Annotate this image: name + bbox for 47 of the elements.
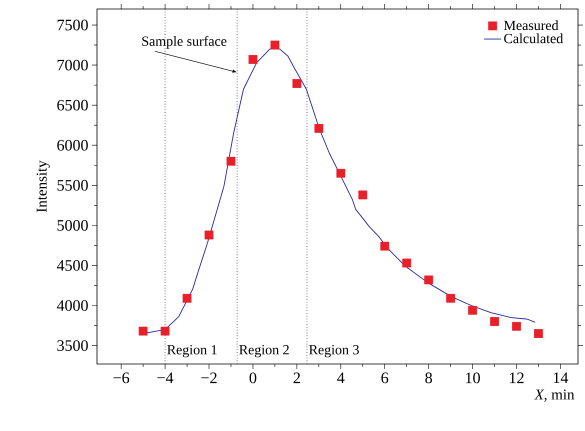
point (468, 306, 477, 315)
x-tick-label: 0 (250, 372, 256, 384)
point (512, 322, 521, 331)
point (446, 294, 456, 303)
point (270, 40, 280, 50)
annotation: Region 2 (239, 345, 289, 358)
point (424, 275, 434, 284)
point (336, 168, 346, 178)
point (358, 190, 368, 200)
legend-label: Measured (504, 20, 558, 30)
x-axis-title: X, min (534, 390, 574, 402)
x-tick-label: 4 (337, 372, 345, 384)
y-tick-label: 7000 (58, 60, 88, 70)
y-tick-label: 4000 (56, 300, 88, 311)
x-tick-label: −2 (201, 372, 217, 384)
point (402, 258, 412, 268)
x-tick-label: −4 (157, 372, 174, 384)
point (534, 329, 543, 338)
y-tick-label: 5500 (58, 180, 88, 191)
x-tick-label: 14 (554, 372, 568, 384)
annotation: Region 1 (167, 345, 217, 358)
point (138, 326, 148, 336)
point (204, 230, 214, 240)
y-tick-label: 4500 (56, 260, 88, 271)
point (380, 242, 390, 251)
annotation: Region 3 (309, 345, 359, 358)
point (490, 317, 499, 326)
point (292, 79, 302, 88)
legend-label: Calculated (504, 33, 564, 44)
x-tick-label: 12 (510, 372, 524, 384)
annotation: Sample surface (142, 36, 226, 49)
x-tick-label: 8 (425, 372, 432, 384)
x-tick-label: 10 (466, 372, 480, 384)
y-tick-label: 6000 (57, 140, 88, 151)
point (226, 156, 236, 166)
y-tick-label: 6500 (57, 100, 88, 111)
y-tick-label: 5000 (58, 220, 88, 231)
point (160, 326, 170, 336)
point (182, 294, 192, 303)
x-tick-label: 2 (294, 372, 300, 384)
y-tick-label: 3500 (57, 340, 88, 351)
x-tick-label: −6 (113, 372, 130, 384)
point (248, 55, 258, 64)
point (314, 124, 324, 133)
y-axis-title: Intensity (36, 160, 50, 212)
x-tick-label: 6 (381, 372, 388, 384)
y-tick-label: 7500 (58, 20, 88, 30)
